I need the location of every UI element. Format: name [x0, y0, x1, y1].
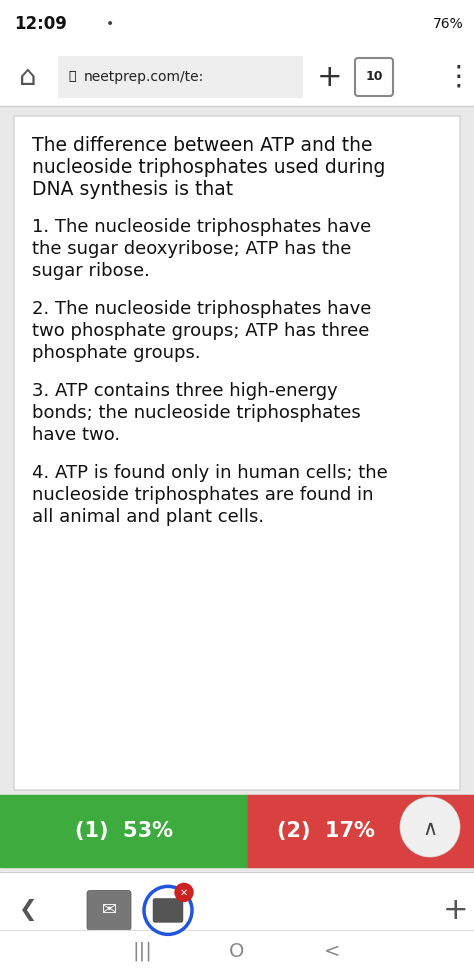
Text: (1)  53%: (1) 53% [75, 821, 173, 841]
Text: all animal and plant cells.: all animal and plant cells. [32, 508, 264, 526]
Text: The difference between ATP and the: The difference between ATP and the [32, 136, 373, 155]
Text: two phosphate groups; ATP has three: two phosphate groups; ATP has three [32, 322, 369, 340]
Text: •: • [106, 17, 114, 31]
Bar [0, 930, 474, 973]
Text: DNA synthesis is that: DNA synthesis is that [32, 180, 233, 199]
Bar [0, 795, 248, 867]
FancyBboxPatch shape [355, 58, 393, 96]
Bar [0, 48, 474, 106]
Text: (2)  17%: (2) 17% [277, 821, 375, 841]
Text: ∧: ∧ [422, 819, 438, 839]
Text: phosphate groups.: phosphate groups. [32, 344, 201, 362]
Circle shape [144, 886, 192, 934]
Text: <: < [324, 942, 340, 961]
Bar [248, 795, 474, 867]
Bar [0, 872, 474, 973]
Text: bonds; the nucleoside triphosphates: bonds; the nucleoside triphosphates [32, 404, 361, 422]
Text: +: + [443, 896, 469, 925]
Text: ✉: ✉ [101, 901, 117, 919]
Circle shape [400, 797, 460, 857]
Bar [0, 0, 474, 48]
Text: ❮: ❮ [18, 899, 37, 921]
Text: 4. ATP is found only in human cells; the: 4. ATP is found only in human cells; the [32, 464, 388, 482]
Text: the sugar deoxyribose; ATP has the: the sugar deoxyribose; ATP has the [32, 240, 351, 258]
Text: 2. The nucleoside triphosphates have: 2. The nucleoside triphosphates have [32, 300, 371, 318]
Text: +: + [317, 62, 343, 91]
Text: ✕: ✕ [180, 887, 188, 897]
Circle shape [175, 883, 193, 901]
FancyBboxPatch shape [87, 890, 131, 930]
Text: 1. The nucleoside triphosphates have: 1. The nucleoside triphosphates have [32, 218, 371, 236]
Text: nucleoside triphosphates are found in: nucleoside triphosphates are found in [32, 486, 374, 504]
FancyBboxPatch shape [14, 116, 460, 790]
Text: neetprep.com/te:: neetprep.com/te: [84, 70, 204, 84]
Text: 10: 10 [365, 70, 383, 84]
Text: 12:09: 12:09 [14, 15, 67, 33]
FancyBboxPatch shape [153, 898, 183, 922]
Text: ⌂: ⌂ [19, 63, 37, 91]
Text: 3. ATP contains three high-energy: 3. ATP contains three high-energy [32, 382, 338, 400]
Text: have two.: have two. [32, 426, 120, 444]
Text: 76%: 76% [433, 17, 464, 31]
Text: sugar ribose.: sugar ribose. [32, 262, 150, 280]
Text: 🔒: 🔒 [68, 70, 76, 84]
Text: O: O [229, 942, 245, 961]
FancyBboxPatch shape [58, 56, 303, 98]
Text: ⋮: ⋮ [444, 63, 472, 91]
Text: |||: ||| [132, 942, 152, 961]
Text: nucleoside triphosphates used during: nucleoside triphosphates used during [32, 158, 385, 177]
